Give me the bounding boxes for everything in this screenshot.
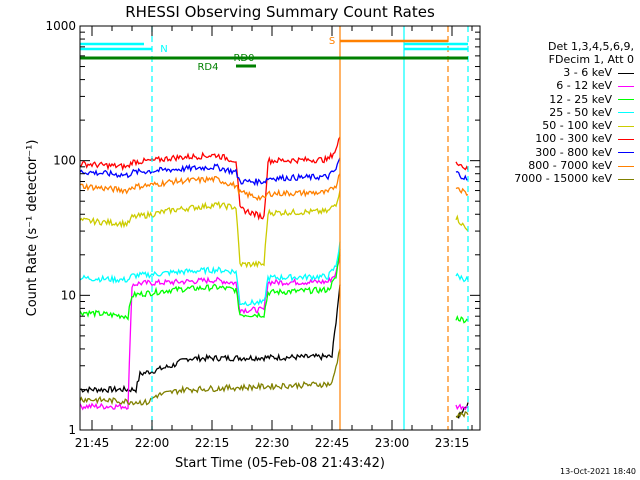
- chart-title: RHESSI Observing Summary Count Rates: [125, 3, 435, 21]
- legend-swatch: [618, 112, 634, 114]
- legend-label: 300 - 800 keV: [535, 145, 612, 159]
- legend-label: 800 - 7000 keV: [528, 159, 612, 173]
- y-tick-label: 10: [61, 288, 76, 302]
- series-line: [455, 161, 469, 171]
- legend-swatch: [618, 138, 634, 140]
- plot-frame: [79, 25, 481, 431]
- series-line: [79, 136, 341, 221]
- x-tick-label: 22:15: [195, 436, 230, 450]
- series-line: [455, 214, 469, 232]
- legend-swatch: [618, 152, 634, 154]
- legend-label: 25 - 50 keV: [549, 105, 612, 119]
- series-layer: [79, 136, 469, 419]
- legend-label: 7000 - 15000 keV: [514, 172, 612, 186]
- legend-swatch: [618, 72, 634, 74]
- legend-entry: 100 - 300 keV: [486, 132, 634, 145]
- footer-timestamp: 13-Oct-2021 18:40: [560, 467, 636, 476]
- legend-label: 100 - 300 keV: [535, 132, 612, 146]
- series-line: [455, 314, 469, 324]
- x-tick-label: 21:45: [75, 436, 110, 450]
- legend-swatch: [618, 85, 634, 87]
- legend-entry: 50 - 100 keV: [486, 119, 634, 132]
- y-axis-label: Count Rate (s⁻¹ detector⁻¹): [25, 140, 40, 317]
- legend-label: 50 - 100 keV: [542, 119, 612, 133]
- legend-label: 6 - 12 keV: [556, 79, 612, 93]
- flag-label: N: [160, 44, 167, 55]
- series-line: [79, 173, 341, 202]
- y-tick-label: 100: [53, 154, 76, 168]
- series-line: [455, 410, 469, 419]
- y-tick-label: 1: [68, 423, 76, 437]
- x-tick-label: 23:15: [435, 436, 470, 450]
- x-tick-label: 22:00: [135, 436, 170, 450]
- x-tick-label: 23:00: [375, 436, 410, 450]
- series-line: [455, 187, 469, 196]
- flag-label: S: [329, 36, 335, 47]
- series-line: [455, 272, 469, 283]
- legend-header-line: FDecim 1, Att 0: [548, 53, 634, 66]
- legend-entry: 800 - 7000 keV: [486, 159, 634, 172]
- legend-entry: 25 - 50 keV: [486, 106, 634, 119]
- series-line: [79, 254, 341, 411]
- legend-header-line: Det 1,3,4,5,6,9,: [547, 40, 634, 53]
- flag-label: RD4: [197, 62, 218, 73]
- legend-swatch: [618, 99, 634, 101]
- legend-swatch: [618, 178, 634, 180]
- x-axis-label: Start Time (05-Feb-08 21:43:42): [175, 456, 385, 471]
- legend-swatch: [618, 125, 634, 127]
- legend: Det 1,3,4,5,6,9, FDecim 1, Att 0 3 - 6 k…: [486, 40, 634, 186]
- legend-entry: 12 - 25 keV: [486, 93, 634, 106]
- series-line: [455, 403, 469, 411]
- legend-swatch: [618, 165, 634, 167]
- y-tick-label: 1000: [45, 19, 76, 33]
- legend-entry: 3 - 6 keV: [486, 66, 634, 79]
- series-line: [79, 241, 341, 307]
- series-line: [79, 157, 341, 187]
- x-tick-label: 22:45: [315, 436, 350, 450]
- axes-layer: 1 10 100 1000 21:45 22:00 22:15 22:30 22:45 23:00…: [45, 19, 481, 450]
- legend-label: 3 - 6 keV: [563, 66, 612, 79]
- flag-label: RD0: [233, 53, 254, 64]
- series-line: [79, 284, 341, 394]
- series-line: [79, 348, 341, 406]
- legend-entry: 6 - 12 keV: [486, 79, 634, 92]
- flag-layer: N S RD0 RD4: [80, 26, 469, 430]
- series-line: [455, 170, 469, 181]
- series-line: [79, 190, 341, 269]
- legend-entry: 7000 - 15000 keV: [486, 172, 634, 185]
- series-line: [79, 249, 341, 321]
- legend-label: 12 - 25 keV: [549, 92, 612, 106]
- legend-entry: 300 - 800 keV: [486, 146, 634, 159]
- x-tick-label: 22:30: [255, 436, 290, 450]
